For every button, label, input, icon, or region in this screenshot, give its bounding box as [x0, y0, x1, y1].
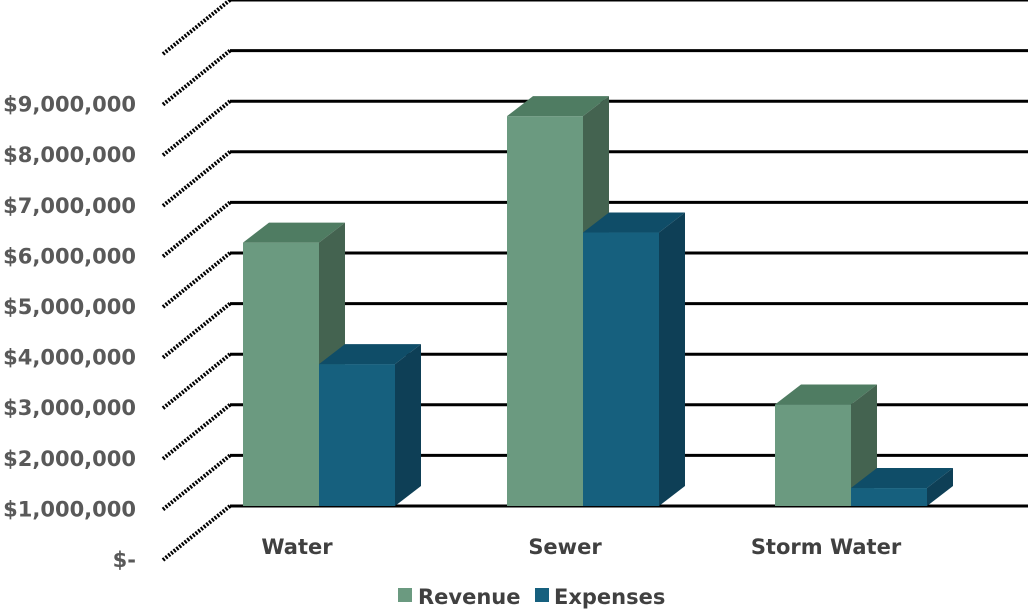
bar-top	[507, 96, 609, 117]
bar-side	[395, 344, 421, 506]
bar	[775, 384, 877, 506]
bar-side	[659, 212, 685, 506]
gridline-wall	[161, 150, 232, 208]
y-tick-label: $2,000,000	[3, 447, 136, 471]
gridline	[161, 49, 1028, 107]
bar-front	[851, 488, 927, 506]
y-tick-label: $6,000,000	[3, 244, 136, 268]
bar-top	[851, 468, 953, 489]
legend-label-revenue: Revenue	[418, 585, 521, 609]
bar	[583, 212, 685, 506]
x-tick-label: Storm Water	[751, 535, 902, 559]
legend-swatch-expenses	[535, 588, 549, 602]
y-tick-label: $-	[113, 548, 136, 572]
x-tick-label: Water	[261, 535, 333, 559]
gridline-wall	[161, 302, 232, 360]
bar-front	[507, 116, 583, 506]
gridline	[161, 0, 1028, 56]
x-axis-tick-labels: Water Sewer Storm Water	[261, 535, 901, 559]
gridline	[161, 99, 1028, 157]
y-tick-label: $7,000,000	[3, 194, 136, 218]
bar-front	[583, 232, 659, 506]
gridline-wall	[161, 453, 232, 511]
gridline	[161, 200, 1028, 258]
y-tick-label: $4,000,000	[3, 346, 136, 370]
gridline-wall	[161, 251, 232, 309]
legend-label-expenses: Expenses	[554, 585, 665, 609]
x-tick-label: Sewer	[528, 535, 602, 559]
bar-top	[243, 222, 345, 243]
bar-side	[927, 468, 953, 506]
y-tick-label: $9,000,000	[3, 93, 136, 117]
bar-top	[775, 384, 877, 405]
gridline-wall	[161, 352, 232, 410]
legend: Revenue Expenses	[398, 585, 665, 609]
y-tick-label: $5,000,000	[3, 295, 136, 319]
y-tick-label: $1,000,000	[3, 497, 136, 521]
bar-front	[319, 364, 395, 506]
gridline-wall	[161, 49, 232, 107]
legend-swatch-revenue	[398, 588, 412, 602]
bar	[851, 468, 953, 506]
bar-front	[775, 404, 851, 506]
gridline-wall	[161, 403, 232, 461]
y-tick-label: $8,000,000	[3, 143, 136, 167]
gridline	[161, 150, 1028, 208]
gridline-wall	[161, 200, 232, 258]
bars	[243, 96, 953, 506]
gridline-wall	[161, 99, 232, 157]
bar	[319, 344, 421, 506]
gridline-wall	[161, 0, 232, 56]
bar-top	[583, 212, 685, 233]
gridline-wall	[161, 504, 232, 562]
bar-front	[243, 242, 319, 506]
bar-top	[319, 344, 421, 365]
y-axis-tick-labels: $- $1,000,000 $2,000,000 $3,000,000 $4,000,0…	[3, 93, 136, 572]
y-tick-label: $3,000,000	[3, 396, 136, 420]
